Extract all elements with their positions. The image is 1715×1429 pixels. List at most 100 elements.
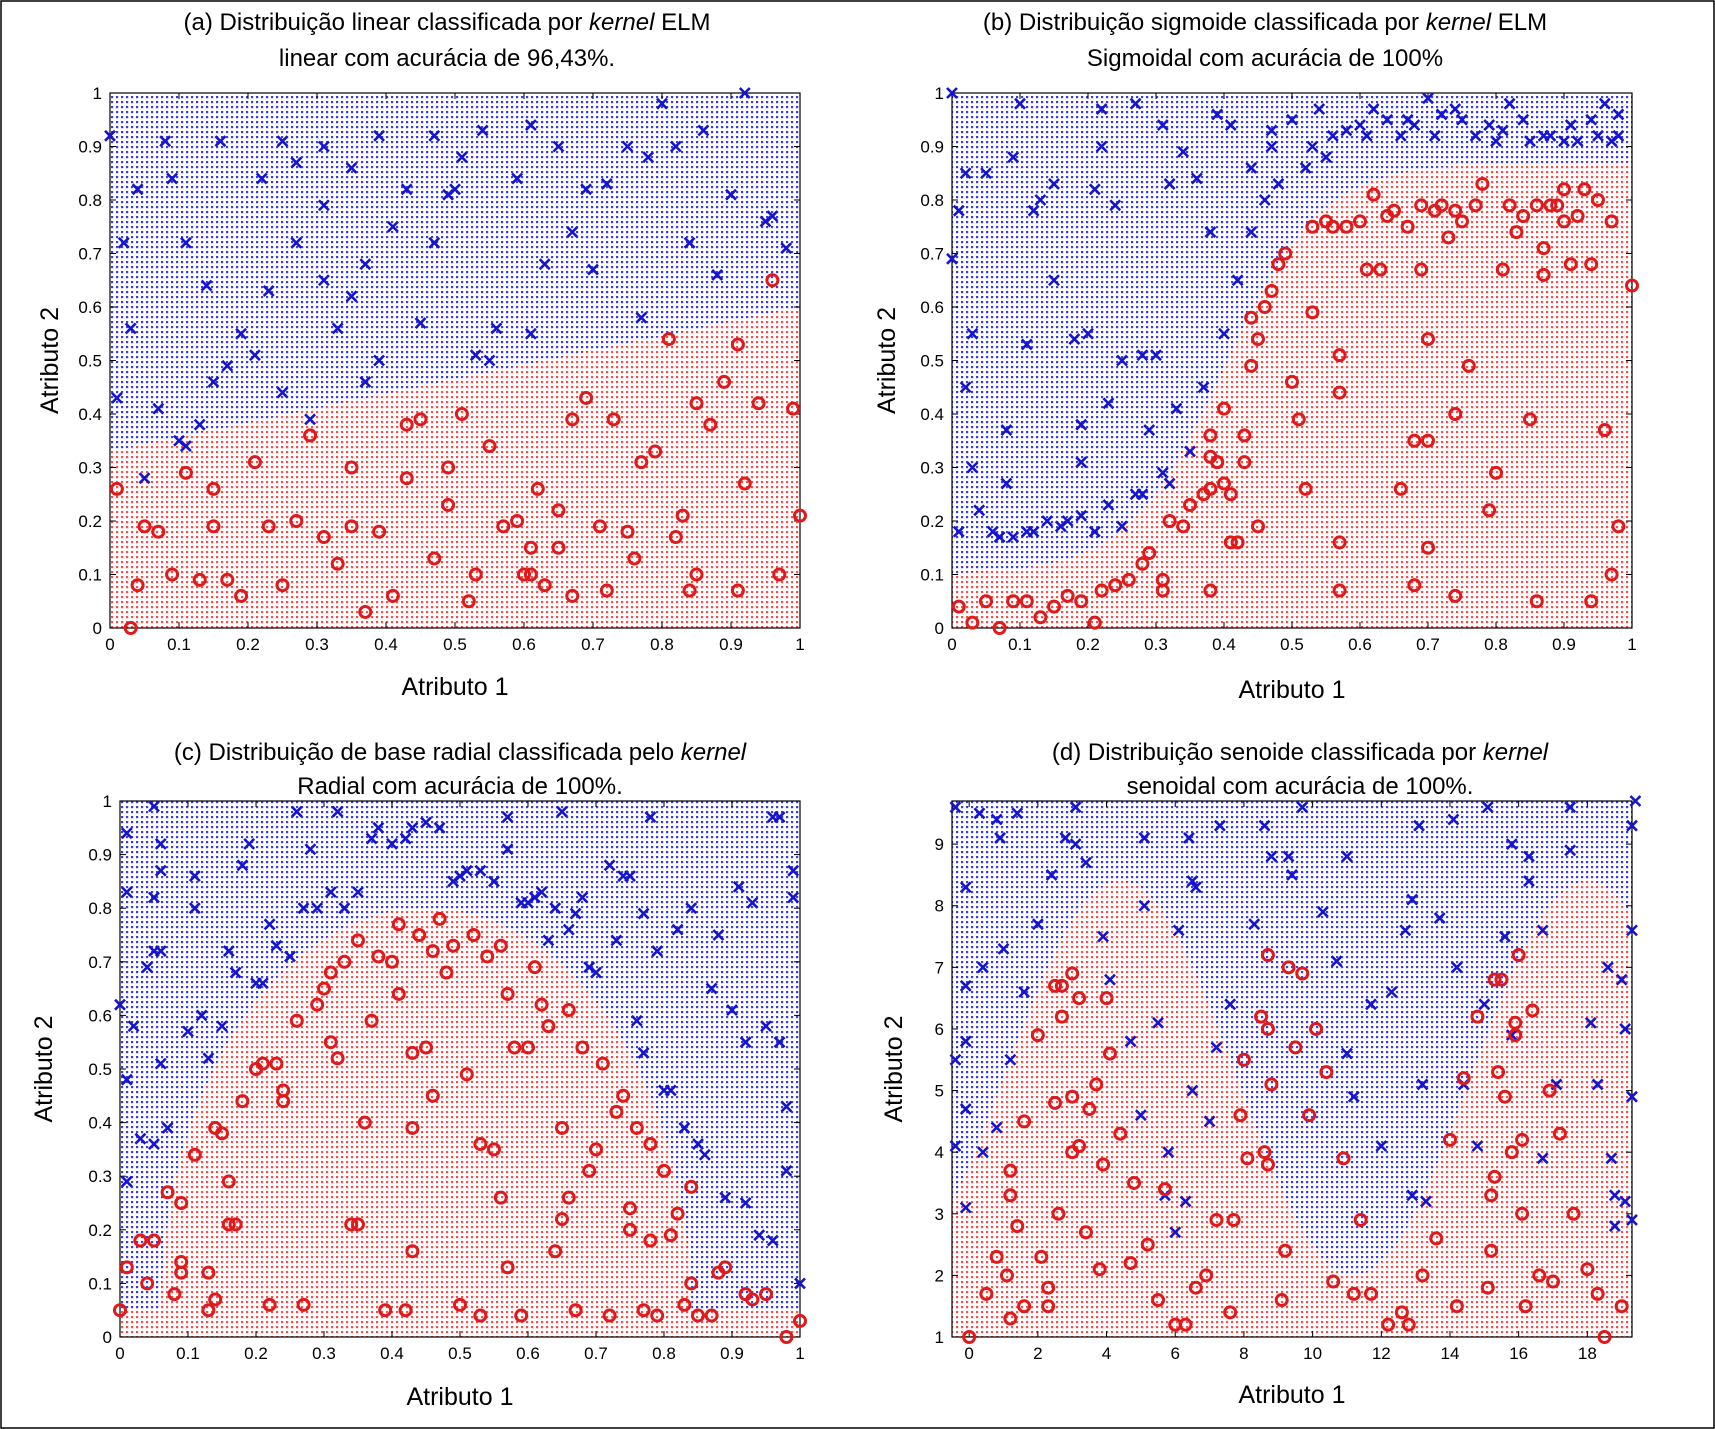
point-x <box>1360 129 1373 142</box>
y-tick-label: 0.5 <box>88 1060 112 1079</box>
point-o <box>992 621 1007 635</box>
point-x <box>1116 520 1128 533</box>
y-tick-label: 0.5 <box>920 352 944 371</box>
chart-title-line1: (a) Distribuição linear classificada por… <box>184 9 711 36</box>
x-tick-label: 1 <box>795 1344 804 1363</box>
point-x <box>1435 108 1448 121</box>
point-o <box>391 917 406 932</box>
point-o <box>1580 1262 1595 1277</box>
point-x <box>1027 525 1040 538</box>
point-x <box>317 140 330 153</box>
point-o <box>454 407 469 421</box>
y-tick-label: 0.2 <box>88 1221 112 1240</box>
point-o <box>1176 519 1191 534</box>
point-x <box>1163 178 1176 190</box>
point-o <box>1529 594 1544 609</box>
point-o <box>510 514 525 528</box>
point-o <box>1183 497 1197 512</box>
point-x <box>1007 151 1020 164</box>
point-o <box>1393 481 1408 496</box>
point-x <box>1080 856 1092 869</box>
point-x <box>1124 1035 1137 1048</box>
point-o <box>730 583 745 598</box>
point-x <box>1138 899 1151 912</box>
point-x <box>141 961 154 974</box>
point-x <box>1447 813 1460 826</box>
point-o <box>1566 1206 1581 1221</box>
point-x <box>1048 178 1060 190</box>
y-tick-label: 0.9 <box>88 846 112 865</box>
point-x <box>1218 327 1230 340</box>
point-x <box>1282 850 1295 863</box>
point-o <box>1332 583 1347 598</box>
point-o <box>1326 1274 1341 1289</box>
point-x <box>270 939 283 952</box>
point-x <box>644 811 657 823</box>
x-tick-label: 0.2 <box>1076 635 1100 654</box>
point-x <box>1416 1078 1429 1091</box>
point-x <box>1341 1047 1353 1060</box>
title-part: (d) Distribuição senoide classificada po… <box>1052 739 1483 766</box>
point-o <box>1502 198 1517 213</box>
point-x <box>946 87 958 99</box>
point-x <box>1296 801 1309 814</box>
point-o <box>1051 1206 1066 1221</box>
point-x <box>566 226 579 239</box>
point-x <box>1629 795 1642 807</box>
region-x <box>952 93 1632 573</box>
point-x <box>993 531 1006 543</box>
point-o <box>1359 262 1374 277</box>
point-x <box>207 375 220 388</box>
point-x <box>780 242 793 255</box>
x-axis-label: Atributo 1 <box>401 673 508 701</box>
x-tick-label: 0 <box>964 1344 973 1363</box>
point-x <box>946 252 958 265</box>
point-x <box>1156 466 1169 479</box>
point-o <box>1157 1182 1172 1197</box>
y-tick-label: 3 <box>935 1205 944 1224</box>
point-o <box>215 1126 229 1141</box>
point-x <box>1615 973 1628 986</box>
point-o <box>358 604 373 619</box>
point-x <box>120 1073 133 1086</box>
point-o <box>1557 214 1571 229</box>
point-x <box>1104 973 1116 986</box>
point-x <box>1152 1016 1164 1029</box>
point-x <box>587 263 599 276</box>
point-o <box>1151 1293 1166 1308</box>
y-tick-label: 0.2 <box>78 512 102 531</box>
point-o <box>1542 1083 1557 1098</box>
point-o <box>1441 230 1456 245</box>
point-x <box>1186 875 1199 888</box>
point-o <box>413 412 428 427</box>
point-x <box>952 525 965 538</box>
y-tick-label: 1 <box>935 84 944 103</box>
point-o <box>1278 1243 1293 1258</box>
point-x <box>1097 930 1110 943</box>
point-o <box>1480 1280 1495 1295</box>
point-x <box>1503 97 1516 110</box>
point-o <box>1082 1102 1097 1117</box>
point-o <box>793 508 807 523</box>
point-x <box>216 1020 228 1033</box>
point-o <box>109 481 124 496</box>
point-x <box>590 966 602 979</box>
point-x <box>739 1197 752 1209</box>
point-x <box>236 859 249 872</box>
point-o <box>425 944 440 959</box>
point-o <box>1223 1305 1238 1320</box>
point-o <box>1054 1009 1069 1024</box>
point-o <box>1217 476 1231 491</box>
point-o <box>561 1003 576 1018</box>
point-x <box>1014 97 1026 110</box>
point-x <box>1612 129 1625 142</box>
point-o <box>357 1115 372 1130</box>
point-x <box>1602 961 1614 974</box>
y-tick-label: 0.6 <box>88 1006 112 1025</box>
point-o <box>385 588 400 603</box>
point-o <box>1041 1299 1056 1314</box>
point-o <box>989 1249 1004 1264</box>
point-x <box>256 977 269 990</box>
point-x <box>1544 129 1557 142</box>
